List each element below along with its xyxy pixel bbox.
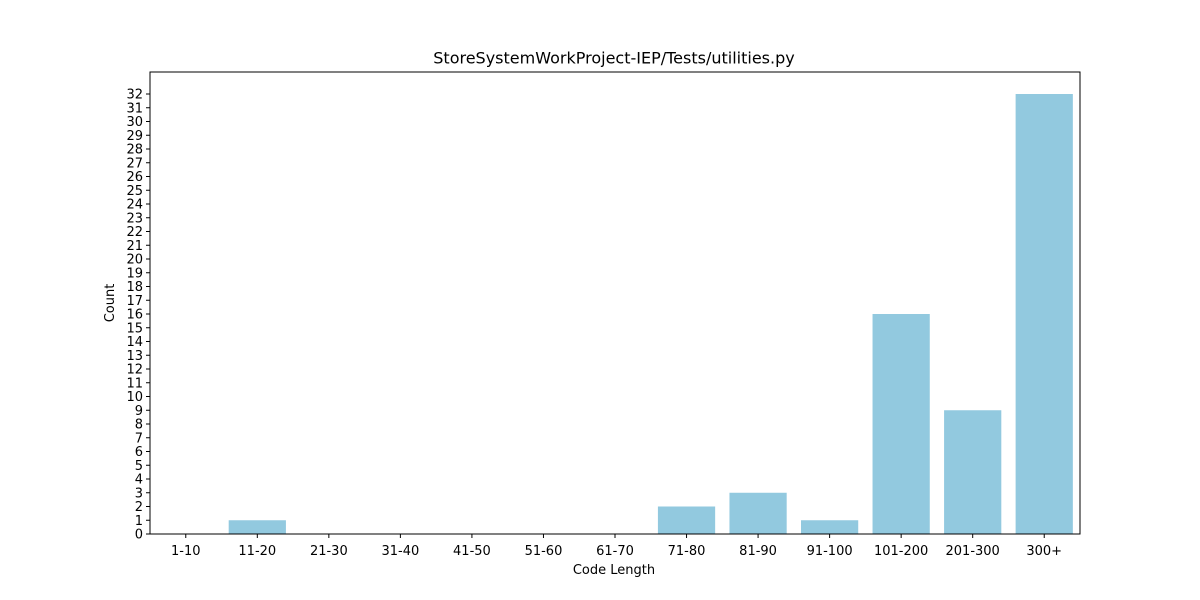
- y-tick-label: 17: [126, 294, 143, 309]
- y-tick-label: 31: [126, 101, 143, 116]
- x-tick-label: 71-80: [668, 544, 706, 559]
- bar-11-20: [228, 520, 286, 534]
- plot-frame: [149, 71, 1081, 535]
- y-tick-label: 26: [126, 170, 143, 185]
- y-tick-label: 3: [135, 486, 143, 501]
- bar-300+: [1015, 94, 1073, 534]
- x-tick-label: 81-90: [739, 544, 777, 559]
- y-tick-label: 32: [126, 88, 143, 103]
- x-tick-label: 11-20: [238, 544, 276, 559]
- y-tick-label: 8: [135, 418, 143, 433]
- x-tick-label: 1-10: [171, 544, 201, 559]
- x-tick-label: 51-60: [525, 544, 563, 559]
- y-tick-label: 24: [126, 198, 143, 213]
- y-tick-label: 27: [126, 156, 143, 171]
- y-tick-label: 23: [126, 211, 143, 226]
- x-axis-label: Code Length: [573, 563, 655, 578]
- y-tick-label: 1: [135, 514, 143, 529]
- y-tick-label: 11: [126, 376, 143, 391]
- y-tick-label: 30: [126, 115, 143, 130]
- bars-group: [228, 94, 1073, 534]
- bar-71-80: [657, 506, 716, 534]
- y-axis-label: Count: [103, 284, 118, 323]
- x-tick-label: 21-30: [310, 544, 348, 559]
- y-tick-label: 13: [126, 349, 143, 364]
- y-tick-label: 19: [126, 266, 143, 281]
- y-tick-label: 12: [126, 363, 143, 378]
- y-axis: 0123456789101112131415161718192021222324…: [126, 88, 150, 543]
- y-tick-label: 25: [126, 184, 143, 199]
- x-tick-label: 41-50: [453, 544, 491, 559]
- bar-91-100: [801, 520, 859, 534]
- y-tick-label: 20: [126, 253, 143, 268]
- x-tick-label: 61-70: [596, 544, 634, 559]
- y-tick-label: 7: [135, 431, 143, 446]
- y-tick-label: 10: [126, 390, 143, 405]
- y-tick-label: 28: [126, 143, 143, 158]
- x-tick-label: 91-100: [807, 544, 853, 559]
- bar-81-90: [729, 492, 787, 534]
- x-tick-label: 300+: [1026, 544, 1062, 559]
- y-tick-label: 0: [135, 528, 143, 543]
- x-axis: 1-10 11-20 21-30 31-40 41-50 51-60 61-70 71-80 8…: [171, 534, 1062, 559]
- y-tick-label: 2: [135, 500, 143, 515]
- y-tick-label: 29: [126, 129, 143, 144]
- x-tick-label: 201-300: [946, 544, 1000, 559]
- bar-101-200: [872, 314, 930, 534]
- y-tick-label: 22: [126, 225, 143, 240]
- y-tick-label: 18: [126, 280, 143, 295]
- y-tick-label: 15: [126, 321, 143, 336]
- x-tick-label: 31-40: [381, 544, 419, 559]
- chart-title: StoreSystemWorkProject-IEP/Tests/utiliti…: [433, 49, 794, 68]
- y-tick-label: 5: [135, 459, 143, 474]
- bar-201-300: [944, 410, 1002, 534]
- y-tick-label: 4: [135, 473, 143, 488]
- y-tick-label: 6: [135, 445, 143, 460]
- x-tick-label: 101-200: [874, 544, 928, 559]
- y-tick-label: 9: [135, 404, 143, 419]
- y-tick-label: 21: [126, 239, 143, 254]
- y-tick-label: 16: [126, 308, 143, 323]
- y-tick-label: 14: [126, 335, 143, 350]
